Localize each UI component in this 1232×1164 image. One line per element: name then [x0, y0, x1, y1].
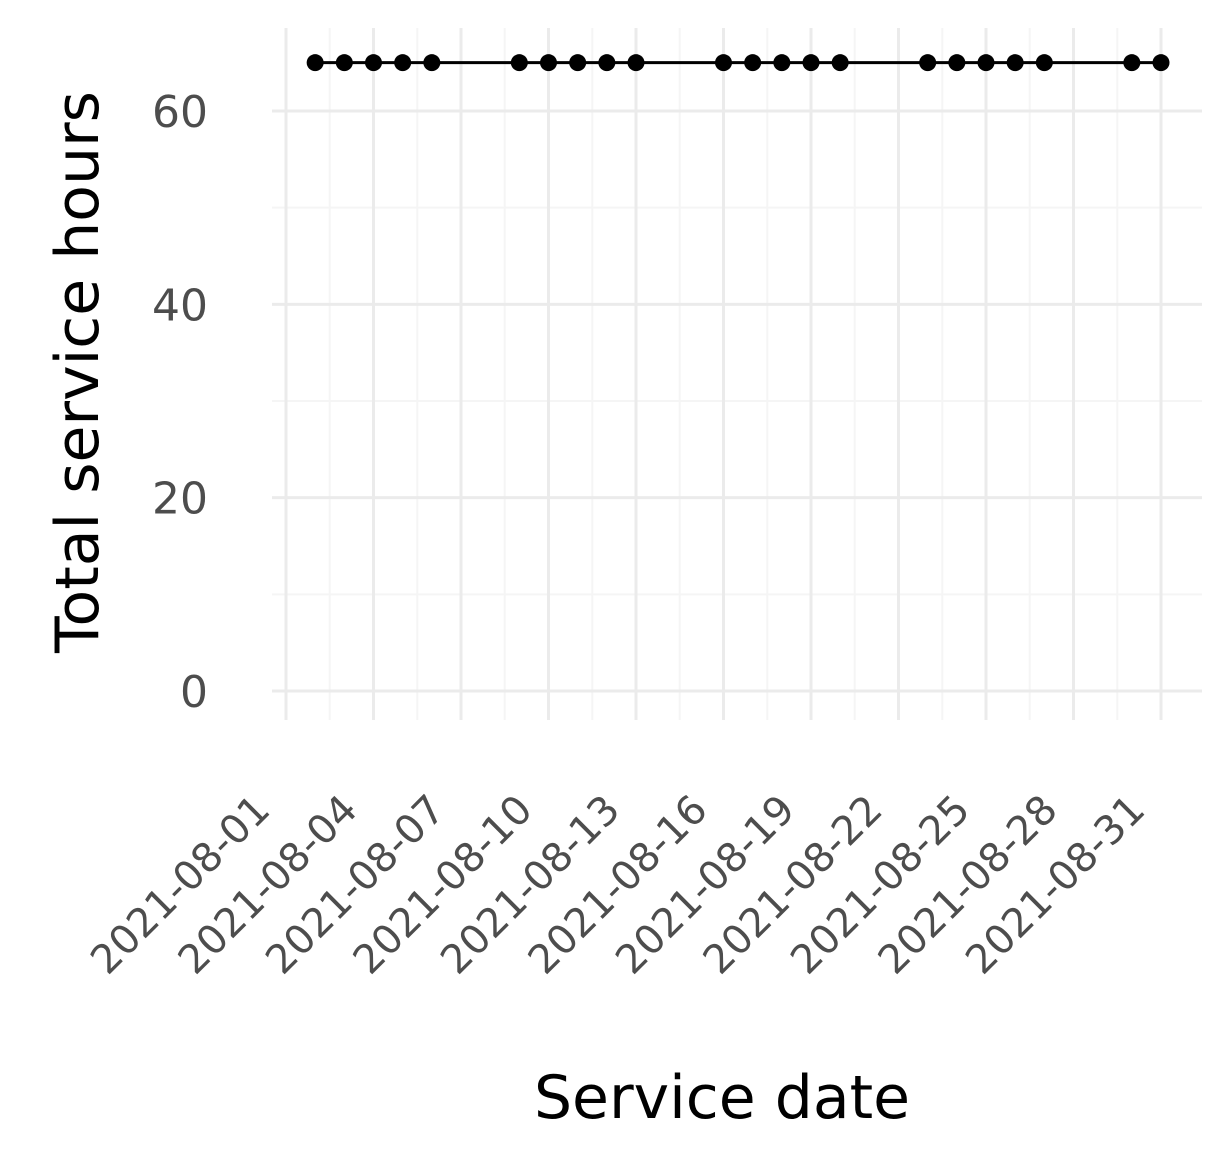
- x-axis-title: Service date: [534, 1063, 910, 1133]
- y-tick-label: 20: [152, 474, 208, 525]
- data-point: [1035, 54, 1053, 72]
- data-point: [394, 54, 412, 72]
- data-point: [423, 54, 441, 72]
- data-point: [1006, 54, 1024, 72]
- data-point: [306, 54, 324, 72]
- data-points: [306, 54, 1170, 72]
- data-point: [831, 54, 849, 72]
- y-axis-title: Total service hours: [43, 91, 113, 654]
- data-point: [948, 54, 966, 72]
- data-point: [1152, 54, 1170, 72]
- data-point: [715, 54, 732, 72]
- data-point: [977, 54, 995, 72]
- grid-lines: [272, 28, 1202, 720]
- data-point: [598, 54, 616, 72]
- data-point: [569, 54, 587, 72]
- x-tick-labels: 2021-08-012021-08-042021-08-072021-08-10…: [82, 787, 1154, 984]
- data-point: [627, 54, 645, 72]
- data-point: [510, 54, 528, 72]
- data-point: [365, 54, 382, 72]
- y-tick-label: 0: [180, 667, 208, 718]
- data-point: [919, 54, 937, 72]
- y-tick-label: 60: [152, 87, 208, 138]
- data-point: [744, 54, 762, 72]
- data-point: [540, 54, 557, 72]
- data-point: [1123, 54, 1141, 72]
- y-tick-label: 40: [152, 280, 208, 331]
- data-point: [773, 54, 791, 72]
- data-point: [335, 54, 353, 72]
- y-tick-labels: 0 20 40 60: [152, 87, 208, 718]
- x-axis-ticks: [284, 696, 1163, 720]
- data-point: [802, 54, 820, 72]
